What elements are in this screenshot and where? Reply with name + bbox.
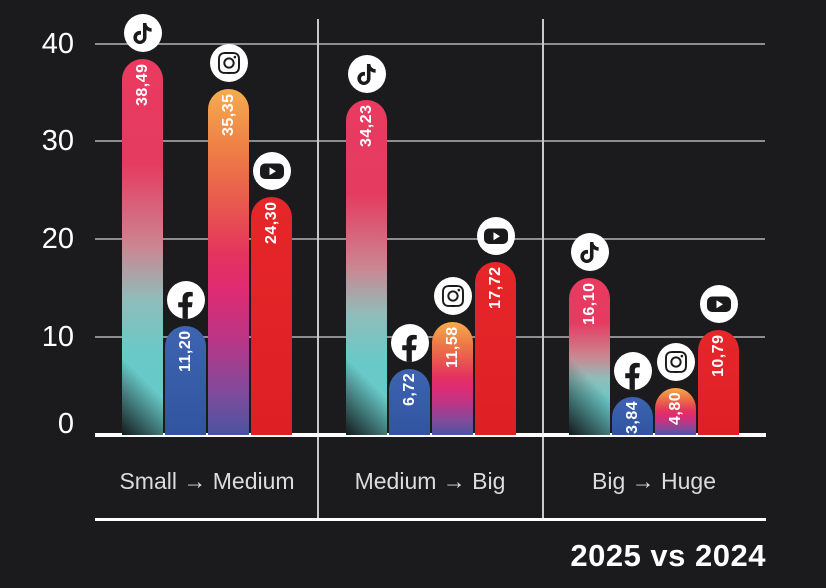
bar-value-label: 10,79 <box>710 334 727 377</box>
y-tick-40: 40 <box>41 28 74 60</box>
bar-value-label: 35,35 <box>220 93 237 136</box>
bar-youtube-small-medium: 24,30 <box>251 197 292 435</box>
category-label-medium-to-big: Medium → Big <box>354 468 506 494</box>
instagram-icon <box>209 44 248 82</box>
bar-value-label: 38,49 <box>134 63 151 106</box>
tiktok-icon <box>570 233 609 271</box>
bar-youtube-big-huge: 10,79 <box>698 330 739 435</box>
bar-value-label: 34,23 <box>358 104 375 147</box>
bar-instagram-small-medium: 35,35 <box>208 89 249 435</box>
facebook-icon <box>166 281 205 319</box>
bar-tiktok-medium-big: 34,23 <box>346 100 387 435</box>
gridline-30 <box>95 140 765 142</box>
group-separator-1 <box>317 19 319 520</box>
facebook-icon <box>613 352 652 390</box>
gridline-40 <box>95 43 765 45</box>
bar-value-label: 11,58 <box>444 326 461 368</box>
category-label-small-to-medium: Small → Medium <box>119 468 295 494</box>
instagram-icon <box>433 277 472 315</box>
bar-tiktok-big-huge: 16,10 <box>569 278 610 435</box>
bar-facebook-medium-big: 6,72 <box>389 369 430 435</box>
bar-instagram-medium-big: 11,58 <box>432 322 473 435</box>
youtube-icon <box>476 217 515 255</box>
bar-value-label: 24,30 <box>263 201 280 244</box>
bar-value-label: 17,72 <box>487 266 504 309</box>
y-tick-10: 10 <box>41 321 74 353</box>
category-axis-line <box>95 518 766 521</box>
comparison-title: 2025 vs 2024 <box>570 538 766 573</box>
y-tick-0: 0 <box>57 408 74 440</box>
tiktok-icon <box>123 14 162 52</box>
bar-facebook-small-medium: 11,20 <box>165 326 206 435</box>
facebook-icon <box>390 324 429 362</box>
gridline-20 <box>95 238 765 240</box>
gridline-10 <box>95 336 765 338</box>
x-axis-line <box>95 433 766 437</box>
group-separator-2 <box>542 19 544 520</box>
bar-value-label: 4,80 <box>667 392 684 426</box>
bar-facebook-big-huge: 3,84 <box>612 397 653 435</box>
y-tick-20: 20 <box>41 223 74 255</box>
bar-value-label: 6,72 <box>401 373 418 407</box>
y-tick-30: 30 <box>41 125 74 157</box>
youtube-icon <box>699 285 738 323</box>
instagram-icon <box>656 343 695 381</box>
category-label-big-to-huge: Big → Huge <box>591 468 717 494</box>
bar-tiktok-small-medium: 38,49 <box>122 59 163 435</box>
youtube-icon <box>252 152 291 190</box>
bar-instagram-big-huge: 4,80 <box>655 388 696 435</box>
bar-value-label: 3,84 <box>624 401 641 435</box>
bar-value-label: 11,20 <box>177 330 194 372</box>
bar-youtube-medium-big: 17,72 <box>475 262 516 435</box>
bar-value-label: 16,10 <box>581 282 598 325</box>
tiktok-icon <box>347 55 386 93</box>
